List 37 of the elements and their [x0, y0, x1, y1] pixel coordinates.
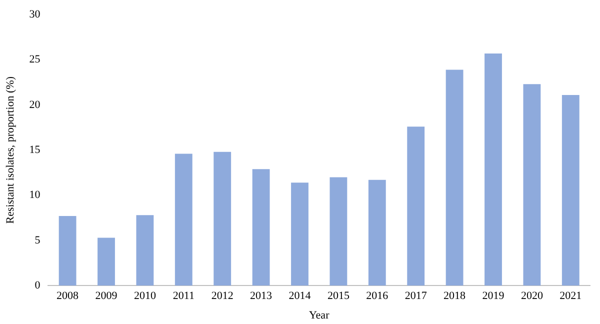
bar	[523, 84, 541, 286]
x-tick-label: 2014	[288, 290, 312, 302]
x-tick-label: 2017	[404, 290, 428, 302]
bar	[330, 177, 348, 286]
bar	[136, 215, 154, 286]
x-tick-label: 2016	[366, 290, 389, 302]
x-axis-title: Year	[308, 309, 330, 322]
y-tick-label: 0	[34, 279, 41, 292]
x-tick-label: 2011	[172, 290, 194, 302]
bar	[407, 126, 425, 286]
bar	[58, 216, 76, 286]
bar	[446, 70, 464, 286]
y-tick-label: 20	[29, 98, 41, 111]
y-axis-title: Resistant isolates, proportion (%)	[4, 76, 16, 224]
x-tick-label: 2018	[444, 290, 466, 302]
y-tick-label: 30	[29, 8, 41, 20]
bar	[252, 169, 270, 286]
x-tick-label: 2015	[327, 290, 350, 302]
x-tick-label: 2013	[250, 290, 273, 302]
x-tick-label: 2012	[211, 290, 234, 302]
x-tick-label: 2009	[95, 290, 118, 302]
bar	[174, 154, 192, 286]
x-tick-label: 2020	[520, 290, 544, 302]
x-tick-label: 2019	[482, 290, 505, 302]
bar	[368, 180, 386, 286]
x-tick-label: 2008	[56, 290, 80, 302]
y-tick-label: 5	[34, 234, 41, 246]
y-tick-label: 25	[29, 54, 41, 66]
bar	[291, 182, 308, 286]
bar	[98, 238, 115, 286]
bar	[562, 94, 580, 286]
x-tick-label: 2021	[560, 290, 582, 302]
bar	[484, 53, 502, 286]
y-tick-label: 15	[29, 144, 41, 156]
bar	[214, 152, 232, 286]
y-tick-label: 10	[29, 189, 41, 202]
x-tick-label: 2010	[134, 290, 156, 302]
